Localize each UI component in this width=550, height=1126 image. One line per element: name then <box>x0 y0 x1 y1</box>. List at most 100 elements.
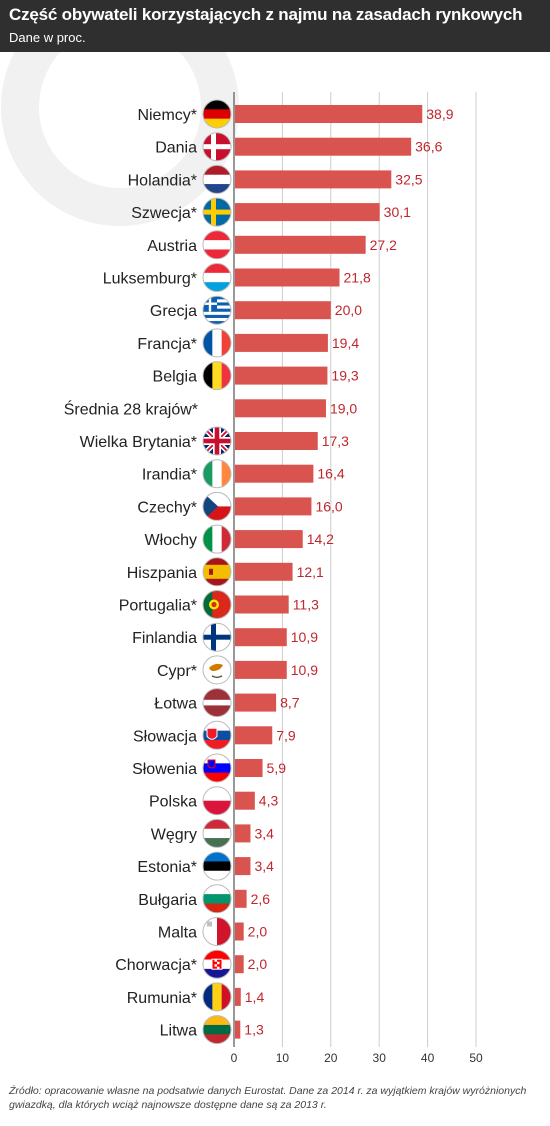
country-label: Estonia* <box>137 859 197 876</box>
value-label: 16,4 <box>317 466 344 482</box>
bar <box>235 693 277 712</box>
bar <box>235 366 328 385</box>
bar <box>235 105 423 123</box>
country-label: Portugalia* <box>119 598 197 615</box>
bar <box>235 432 318 450</box>
bar <box>235 464 314 483</box>
cyprus-flag-icon <box>202 655 232 685</box>
source-note: Źródło: opracowanie własne na podsatwie … <box>9 1085 527 1111</box>
x-tick-label: 40 <box>421 1051 435 1065</box>
country-label: Grecja <box>150 303 197 320</box>
country-label: Wielka Brytania* <box>80 434 197 451</box>
x-tick-label: 30 <box>373 1051 387 1065</box>
bar <box>235 333 328 352</box>
bar <box>235 1020 241 1039</box>
bar-chart: 0 10 20 30 40 50 38,9 Niemcy* 36,6 Dania 32,5 Holan… <box>1 52 483 1065</box>
bar <box>235 857 251 876</box>
value-label: 10,9 <box>291 629 318 645</box>
spain-flag-icon <box>202 557 232 587</box>
luxembourg-flag-icon <box>202 263 232 292</box>
country-label: Luksemburg* <box>103 271 197 288</box>
bar <box>235 726 273 745</box>
country-label: Polska <box>149 794 197 811</box>
romania-flag-icon <box>202 982 232 1012</box>
slovakia-flag-icon <box>202 720 232 750</box>
uk-flag-icon <box>202 426 232 456</box>
value-label: 7,9 <box>276 727 296 743</box>
greece-flag-icon <box>202 295 232 325</box>
country-label: Dania <box>155 140 197 157</box>
bar <box>235 791 255 810</box>
country-label: Bułgaria <box>138 892 197 909</box>
country-label: Francja* <box>137 336 197 353</box>
country-label: Litwa <box>160 1023 197 1040</box>
country-label: Holandia* <box>128 172 197 189</box>
sweden-flag-icon <box>202 197 232 227</box>
bulgaria-flag-icon <box>202 884 232 914</box>
value-label: 38,9 <box>426 106 453 122</box>
bar <box>235 660 287 679</box>
country-label: Belgia <box>153 369 198 386</box>
bar <box>235 562 293 581</box>
bar <box>235 759 263 777</box>
country-label: Rumunia* <box>127 990 197 1007</box>
bar <box>235 235 366 254</box>
latvia-flag-icon <box>202 688 232 718</box>
country-label: Słowenia <box>132 761 197 778</box>
value-label: 5,9 <box>267 760 287 776</box>
x-tick-label: 10 <box>276 1051 290 1065</box>
bar <box>235 137 412 156</box>
bar <box>235 203 380 222</box>
bar <box>235 889 247 908</box>
france-flag-icon <box>202 328 232 358</box>
value-label: 21,8 <box>344 270 371 286</box>
netherlands-flag-icon <box>202 164 232 194</box>
value-label: 1,3 <box>244 1022 264 1038</box>
value-label: 4,3 <box>259 793 279 809</box>
country-label: Węgry <box>151 826 197 843</box>
bar <box>235 497 312 516</box>
value-label: 11,3 <box>293 597 319 613</box>
value-label: 10,9 <box>291 662 318 678</box>
finland-flag-icon <box>202 622 232 652</box>
bar <box>235 595 289 614</box>
bar <box>235 399 326 418</box>
x-tick-label: 0 <box>231 1051 238 1065</box>
chart-subtitle: Dane w proc. <box>9 30 86 45</box>
bar <box>235 824 251 843</box>
country-label: Hiszpania <box>127 565 197 582</box>
bar <box>235 170 392 189</box>
italy-flag-icon <box>202 524 232 554</box>
value-label: 32,5 <box>395 171 422 187</box>
bar <box>235 922 244 941</box>
country-label: Malta <box>158 925 197 942</box>
value-label: 3,4 <box>254 858 274 874</box>
chart-header: Część obywateli korzystających z najmu n… <box>0 0 550 52</box>
country-label: Łotwa <box>154 696 197 713</box>
country-label: Austria <box>147 238 197 255</box>
country-label: Słowacja <box>133 728 197 745</box>
bar <box>235 530 303 549</box>
germany-flag-icon <box>202 99 232 129</box>
value-label: 2,0 <box>248 956 268 972</box>
malta-flag-icon <box>202 917 232 946</box>
value-label: 2,0 <box>248 924 268 940</box>
country-label: Włochy <box>145 532 197 549</box>
value-label: 19,4 <box>332 335 359 351</box>
country-label: Cypr* <box>157 663 197 680</box>
value-label: 8,7 <box>280 695 300 711</box>
denmark-flag-icon <box>202 132 232 162</box>
value-label: 36,6 <box>415 139 442 155</box>
value-label: 2,6 <box>251 891 271 907</box>
bar <box>235 955 244 974</box>
country-label: Chorwacja* <box>115 957 197 974</box>
hungary-flag-icon <box>202 818 232 848</box>
value-label: 16,0 <box>315 498 342 514</box>
bar <box>235 987 241 1006</box>
value-label: 30,1 <box>384 204 411 220</box>
bar <box>235 628 287 647</box>
value-label: 27,2 <box>370 237 397 253</box>
value-label: 19,0 <box>330 400 357 416</box>
value-label: 3,4 <box>254 825 274 841</box>
chart-title: Część obywateli korzystających z najmu n… <box>9 5 523 24</box>
